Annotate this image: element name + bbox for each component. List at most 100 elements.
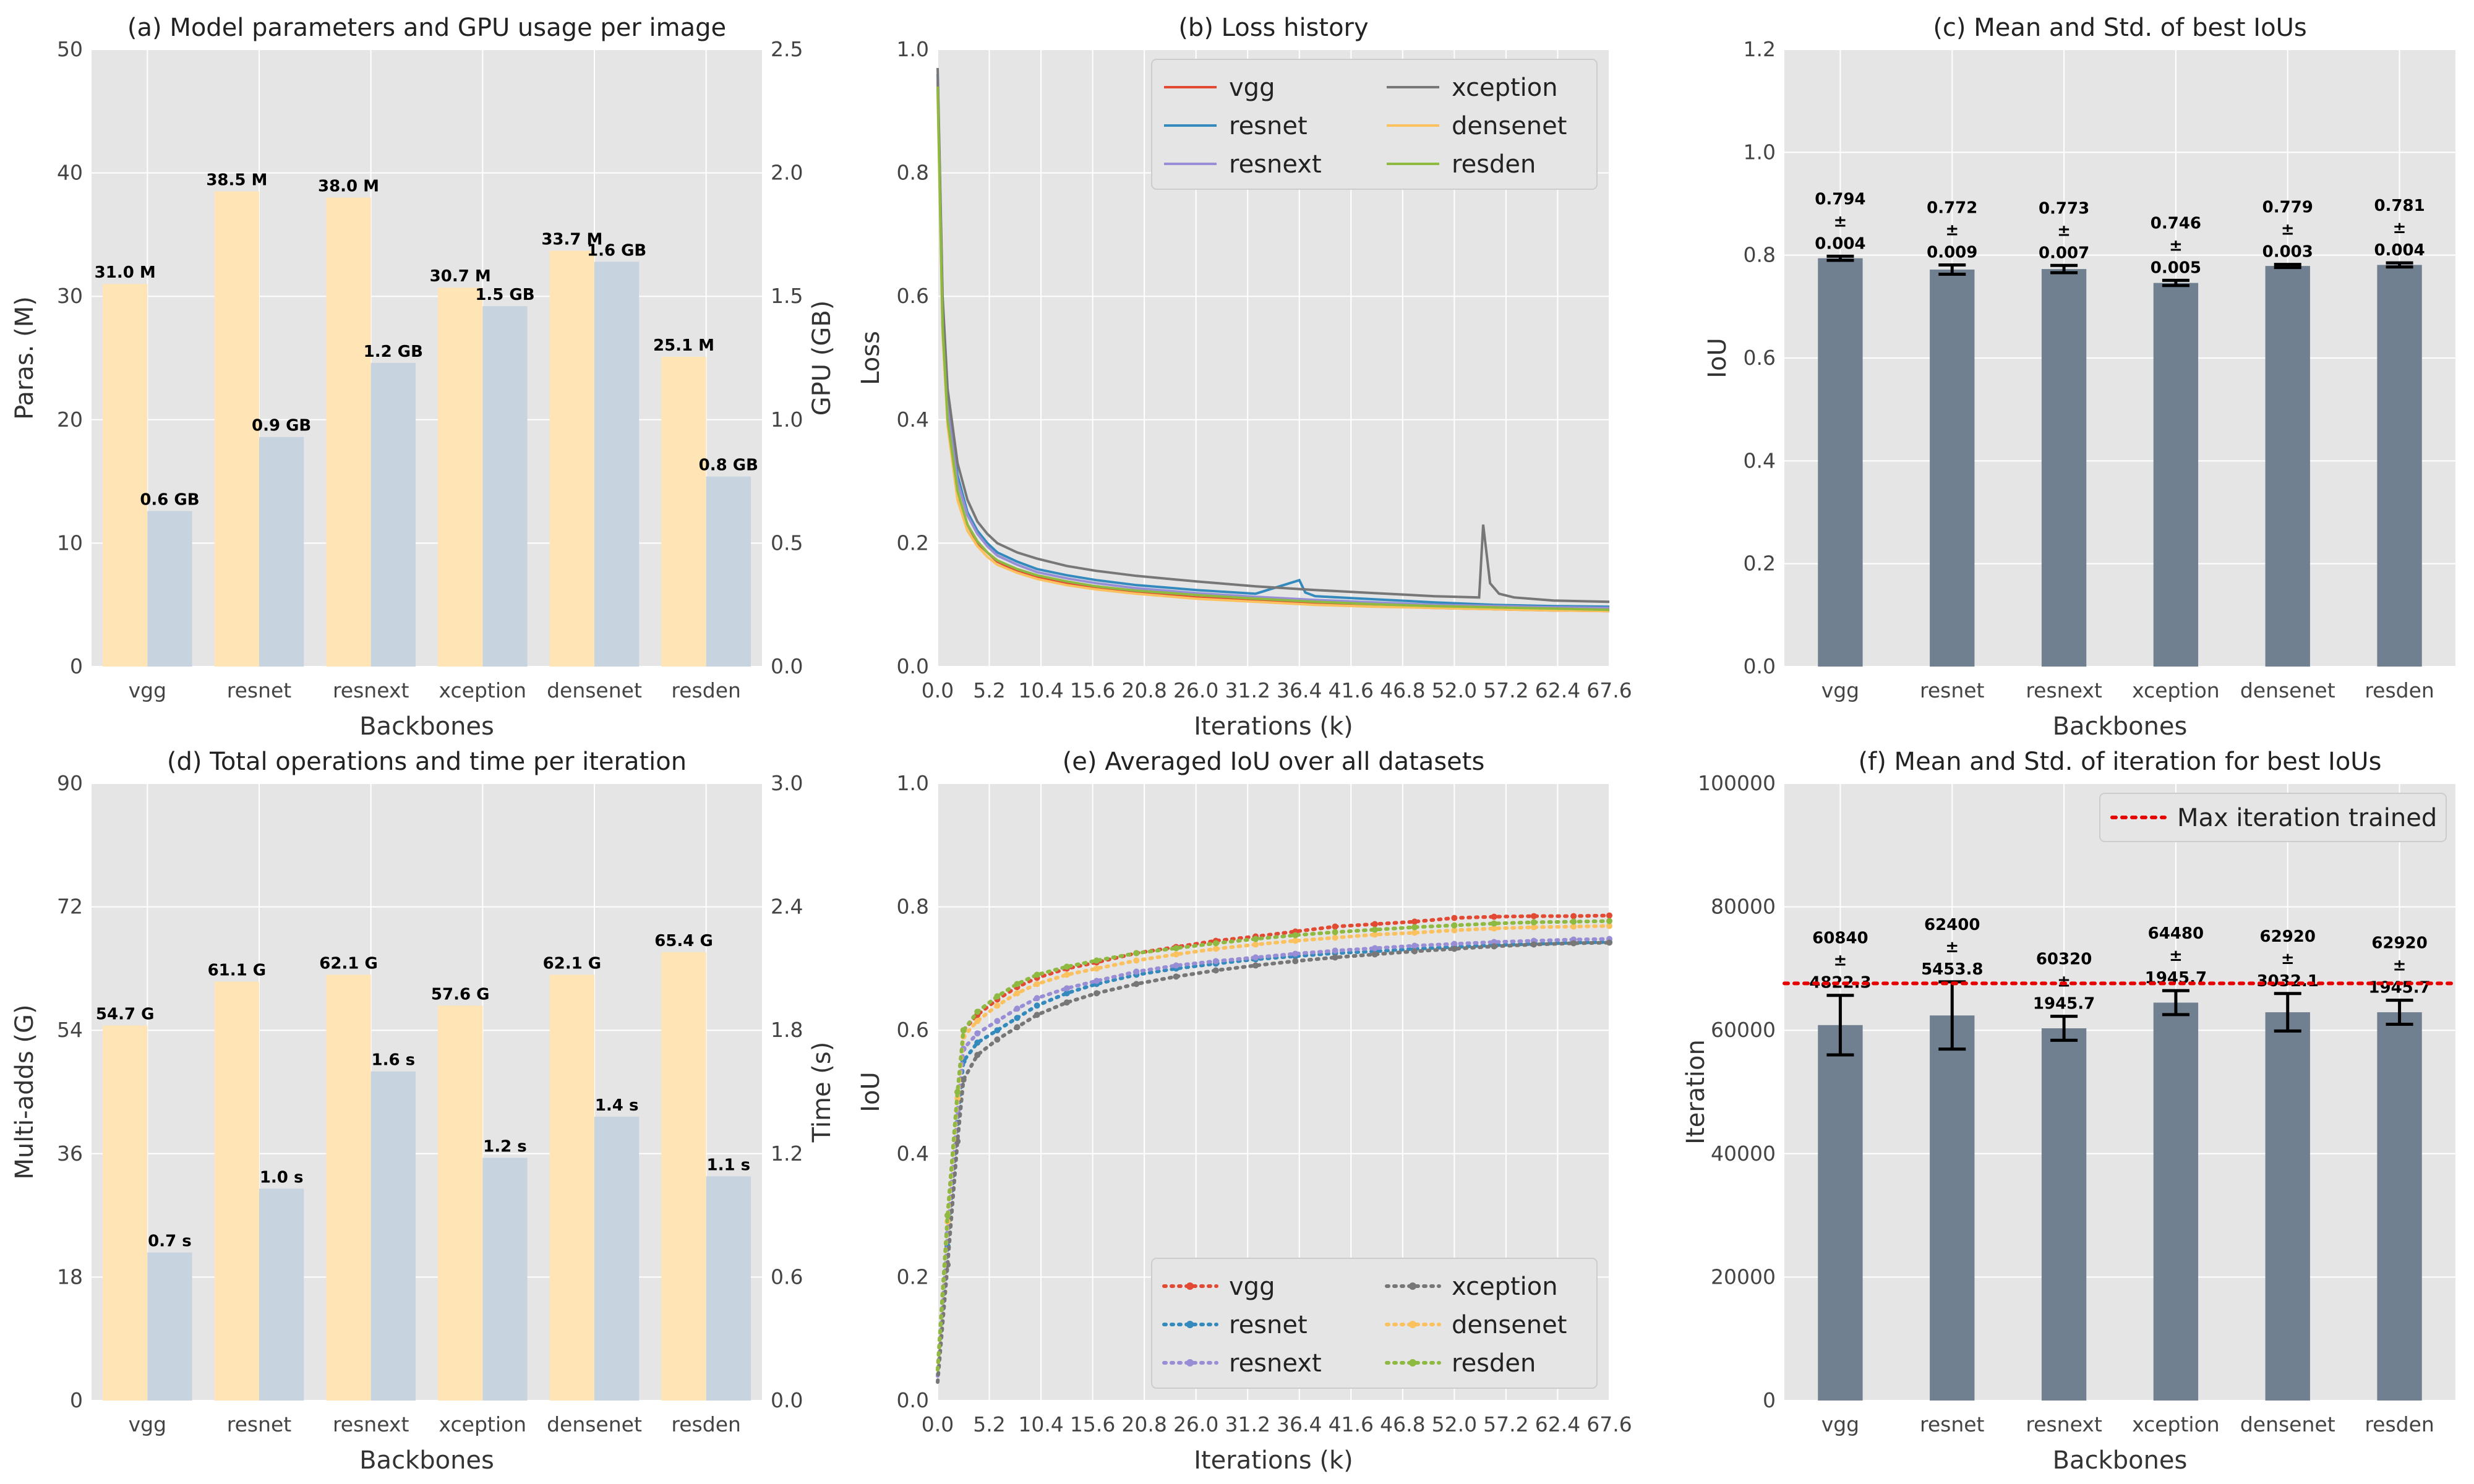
plot-area bbox=[92, 49, 762, 667]
y-tick-label: 40 bbox=[57, 161, 83, 185]
mean-label: 0.772 bbox=[1927, 198, 1977, 217]
pm-symbol: ± bbox=[2057, 221, 2071, 240]
x-tick-label: resnet bbox=[227, 678, 292, 702]
y-tick-label: 0.2 bbox=[897, 531, 929, 555]
legend-marker-resnet bbox=[1186, 1321, 1194, 1328]
point-resden bbox=[1411, 924, 1418, 931]
chart-title: (a) Model parameters and GPU usage per i… bbox=[127, 14, 726, 42]
pm-symbol: ± bbox=[2169, 947, 2183, 965]
point-densenet bbox=[1014, 990, 1021, 997]
point-xception bbox=[994, 1036, 1001, 1043]
point-vgg bbox=[1570, 913, 1577, 919]
mean-label: 0.794 bbox=[1815, 190, 1865, 208]
point-resnext bbox=[1173, 962, 1179, 969]
x-tick-label: 52.0 bbox=[1432, 678, 1477, 702]
point-resden bbox=[1212, 940, 1219, 947]
point-densenet bbox=[1252, 941, 1259, 948]
x-tick-label: 31.2 bbox=[1225, 678, 1270, 702]
x-tick-label: 0.0 bbox=[922, 678, 954, 702]
series-line-densenet bbox=[936, 92, 1610, 613]
legend-label-densenet: densenet bbox=[1452, 112, 1567, 140]
bar-gpu-resnext bbox=[370, 362, 416, 667]
x-tick-label: 26.0 bbox=[1173, 678, 1218, 702]
y-tick-label: 0.8 bbox=[897, 895, 929, 919]
y-tick-label: 80000 bbox=[1711, 895, 1776, 919]
point-resnext bbox=[1094, 978, 1100, 984]
point-vgg bbox=[1606, 912, 1612, 919]
x-tick-label: densenet bbox=[2240, 1412, 2335, 1436]
data-label: 57.6 G bbox=[431, 985, 490, 1004]
x-tick-label: vgg bbox=[129, 1412, 166, 1436]
point-resnext bbox=[974, 1030, 981, 1037]
y-tick-label: 0.4 bbox=[1744, 448, 1776, 472]
std-label: 3032.1 bbox=[2257, 972, 2319, 991]
y-right-tick-label: 2.5 bbox=[771, 37, 803, 61]
chart-title: (f) Mean and Std. of iteration for best … bbox=[1859, 748, 2382, 776]
point-xception bbox=[1530, 941, 1537, 948]
x-tick-label: resnext bbox=[2026, 1412, 2102, 1436]
point-resden bbox=[1063, 963, 1070, 970]
point-xception bbox=[1491, 943, 1497, 950]
x-tick-label: 41.6 bbox=[1329, 678, 1374, 702]
bar-xception bbox=[2153, 1002, 2199, 1401]
legend-marker-xception bbox=[1409, 1282, 1416, 1290]
x-tick-label: 15.6 bbox=[1070, 1412, 1115, 1436]
data-label: 1.2 s bbox=[483, 1137, 527, 1156]
legend: vgg resnet resnext xception densenet resden bbox=[1151, 59, 1598, 190]
x-tick-label: resnext bbox=[333, 1412, 409, 1436]
point-resden bbox=[1094, 957, 1100, 964]
point-densenet bbox=[1063, 971, 1070, 978]
chart-panel-c: 0.0 0.2 0.4 0.6 0.8 1.0 1.2 (c) Mean and Std. o… bbox=[1703, 14, 2455, 741]
legend-label-resden: resden bbox=[1452, 150, 1536, 179]
data-label: 38.0 M bbox=[318, 177, 379, 196]
data-label: 1.6 s bbox=[372, 1051, 416, 1070]
bar-multiadds-vgg bbox=[103, 1025, 148, 1401]
legend-label-max: Max iteration trained bbox=[2177, 804, 2437, 832]
plot-area bbox=[92, 783, 762, 1401]
legend-box bbox=[1151, 1258, 1598, 1389]
chart-panel-a: 0 10 20 30 40 50 0.0 0.5 1.0 1.5 2.0 2.5 GPU (GB) (a)… bbox=[11, 14, 836, 741]
bar-multiadds-resnet bbox=[214, 981, 259, 1401]
point-xception bbox=[1371, 951, 1378, 958]
point-resden bbox=[1606, 918, 1612, 924]
point-resden bbox=[954, 1089, 961, 1095]
data-label: 65.4 G bbox=[654, 932, 713, 950]
point-vgg bbox=[1451, 915, 1458, 921]
plot-area bbox=[1784, 783, 2455, 1401]
mean-label: 62400 bbox=[1924, 916, 1980, 934]
y-right-axis-label: Time (s) bbox=[808, 1042, 836, 1143]
x-tick-label: resden bbox=[671, 678, 741, 702]
x-tick-label: 10.4 bbox=[1018, 1412, 1063, 1436]
point-densenet bbox=[1530, 924, 1537, 931]
y-tick-label: 72 bbox=[57, 895, 83, 919]
y-tick-label: 0.2 bbox=[897, 1264, 929, 1289]
x-tick-label: xception bbox=[439, 1412, 527, 1436]
x-tick-label: densenet bbox=[547, 678, 642, 702]
pm-symbol: ± bbox=[1945, 938, 1959, 957]
x-tick-label: 67.6 bbox=[1586, 1412, 1632, 1436]
point-densenet bbox=[1292, 937, 1299, 944]
y-right-tick-label: 0.0 bbox=[771, 1388, 803, 1412]
point-resnext bbox=[1451, 940, 1458, 947]
pm-symbol: ± bbox=[2281, 221, 2295, 239]
x-tick-label: resden bbox=[2365, 1412, 2434, 1436]
bar-resden bbox=[2377, 265, 2422, 667]
point-xception bbox=[1034, 1012, 1040, 1018]
y-tick-label: 1.2 bbox=[1744, 37, 1776, 61]
x-tick-label: 57.2 bbox=[1483, 1412, 1528, 1436]
y-tick-label: 0 bbox=[70, 1388, 83, 1412]
point-densenet bbox=[1332, 934, 1338, 941]
std-label: 0.007 bbox=[2039, 244, 2089, 262]
legend-label-vgg: vgg bbox=[1229, 74, 1275, 102]
legend-box bbox=[2099, 793, 2447, 842]
bar-gpu-vgg bbox=[147, 511, 192, 667]
point-xception bbox=[1292, 958, 1299, 965]
point-resnet bbox=[994, 1027, 1001, 1034]
point-xception bbox=[1212, 967, 1219, 974]
bar-vgg bbox=[1818, 1025, 1863, 1401]
x-tick-label: 52.0 bbox=[1432, 1412, 1477, 1436]
x-tick-label: densenet bbox=[2240, 678, 2335, 702]
point-xception bbox=[1133, 981, 1140, 987]
x-axis-label: Backbones bbox=[359, 712, 494, 741]
point-resden bbox=[944, 1212, 951, 1219]
